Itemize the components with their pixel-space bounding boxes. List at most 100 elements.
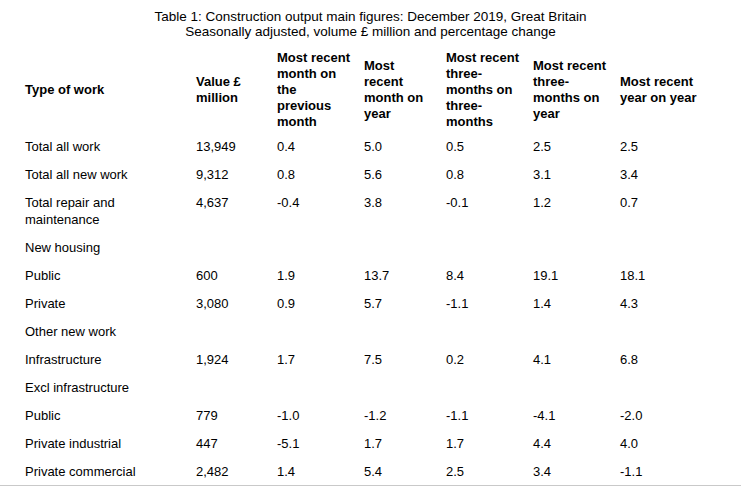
cell-value	[277, 233, 364, 261]
cell-value: 1.7	[364, 429, 446, 457]
cell-value: 447	[196, 429, 277, 457]
cell-value: 1.4	[277, 457, 364, 486]
table-row: Public6001.913.78.419.118.1	[0, 261, 741, 289]
row-label: Public	[0, 401, 196, 429]
table-row: Public779-1.0-1.2-1.1-4.1-2.0	[0, 401, 741, 429]
row-label: Infrastructure	[0, 345, 196, 373]
cell-value	[364, 233, 446, 261]
section-label: New housing	[0, 233, 196, 261]
cell-value: -1.2	[364, 401, 446, 429]
cell-value: 1,924	[196, 345, 277, 373]
cell-value: 0.8	[446, 160, 533, 188]
column-header: Type of work	[0, 47, 196, 132]
table-row: Private3,0800.95.7-1.11.44.3	[0, 289, 741, 317]
table-title: Table 1: Construction output main figure…	[0, 0, 741, 39]
cell-value	[196, 233, 277, 261]
cell-value: 1.9	[277, 261, 364, 289]
cell-value	[446, 317, 533, 345]
cell-value: -4.1	[533, 401, 620, 429]
row-label: Private	[0, 289, 196, 317]
cell-value: 13,949	[196, 132, 277, 160]
cell-value	[364, 317, 446, 345]
table-row: Private industrial447-5.11.71.74.44.0	[0, 429, 741, 457]
cell-value: 19.1	[533, 261, 620, 289]
cell-value: 6.8	[620, 345, 741, 373]
cell-value: -0.4	[277, 188, 364, 233]
cell-value: -1.1	[446, 401, 533, 429]
cell-value	[364, 373, 446, 401]
construction-output-table: Type of workValue £ millionMost recent m…	[0, 47, 741, 486]
cell-value: 5.0	[364, 132, 446, 160]
row-label: Total repair and maintenance	[0, 188, 196, 233]
cell-value: 3.1	[533, 160, 620, 188]
column-header: Most recent three- months on year	[533, 47, 620, 132]
table-row: Infrastructure1,9241.77.50.24.16.8	[0, 345, 741, 373]
cell-value: 0.2	[446, 345, 533, 373]
row-label: Private commercial	[0, 457, 196, 486]
cell-value	[620, 317, 741, 345]
cell-value	[533, 233, 620, 261]
cell-value: 4.0	[620, 429, 741, 457]
cell-value: 5.4	[364, 457, 446, 486]
cell-value	[620, 233, 741, 261]
section-label: Excl infrastructure	[0, 373, 196, 401]
table-row: Total repair and maintenance4,637-0.43.8…	[0, 188, 741, 233]
section-row: Excl infrastructure	[0, 373, 741, 401]
cell-value: 5.7	[364, 289, 446, 317]
cell-value	[446, 373, 533, 401]
cell-value: 3.8	[364, 188, 446, 233]
cell-value: 4.3	[620, 289, 741, 317]
table-row: Private commercial2,4821.45.42.53.4-1.1	[0, 457, 741, 486]
table-row: Total all new work9,3120.85.60.83.13.4	[0, 160, 741, 188]
cell-value: 2.5	[533, 132, 620, 160]
cell-value: -1.1	[620, 457, 741, 486]
cell-value: 13.7	[364, 261, 446, 289]
table-title-line-1: Table 1: Construction output main figure…	[0, 9, 741, 24]
row-label: Total all new work	[0, 160, 196, 188]
cell-value: 2.5	[446, 457, 533, 486]
cell-value: 9,312	[196, 160, 277, 188]
cell-value: 0.8	[277, 160, 364, 188]
construction-output-page: Table 1: Construction output main figure…	[0, 0, 741, 486]
cell-value: 0.5	[446, 132, 533, 160]
cell-value	[196, 317, 277, 345]
cell-value: 0.9	[277, 289, 364, 317]
cell-value: 3.4	[620, 160, 741, 188]
cell-value: 7.5	[364, 345, 446, 373]
cell-value: 4.1	[533, 345, 620, 373]
cell-value: 1.4	[533, 289, 620, 317]
cell-value: 3,080	[196, 289, 277, 317]
table-title-line-2: Seasonally adjusted, volume £ million an…	[0, 24, 741, 39]
cell-value: 1.7	[277, 345, 364, 373]
cell-value: 3.4	[533, 457, 620, 486]
cell-value	[196, 373, 277, 401]
cell-value: -1.0	[277, 401, 364, 429]
cell-value: 0.4	[277, 132, 364, 160]
cell-value: -1.1	[446, 289, 533, 317]
row-label: Private industrial	[0, 429, 196, 457]
cell-value: 1.7	[446, 429, 533, 457]
section-row: Other new work	[0, 317, 741, 345]
cell-value	[277, 317, 364, 345]
cell-value: 2,482	[196, 457, 277, 486]
cell-value	[620, 373, 741, 401]
cell-value: 779	[196, 401, 277, 429]
column-header: Most recent three- months on three- mont…	[446, 47, 533, 132]
cell-value: 8.4	[446, 261, 533, 289]
column-header: Most recent year on year	[620, 47, 741, 132]
cell-value: 4,637	[196, 188, 277, 233]
row-label: Total all work	[0, 132, 196, 160]
table-row: Total all work13,9490.45.00.52.52.5	[0, 132, 741, 160]
section-row: New housing	[0, 233, 741, 261]
column-header: Value £ million	[196, 47, 277, 132]
column-header: Most recent month on the previous month	[277, 47, 364, 132]
cell-value: -5.1	[277, 429, 364, 457]
cell-value: 4.4	[533, 429, 620, 457]
cell-value	[446, 233, 533, 261]
cell-value: 18.1	[620, 261, 741, 289]
column-header: Most recent month on year	[364, 47, 446, 132]
cell-value: 2.5	[620, 132, 741, 160]
cell-value: -2.0	[620, 401, 741, 429]
cell-value	[533, 373, 620, 401]
cell-value	[277, 373, 364, 401]
